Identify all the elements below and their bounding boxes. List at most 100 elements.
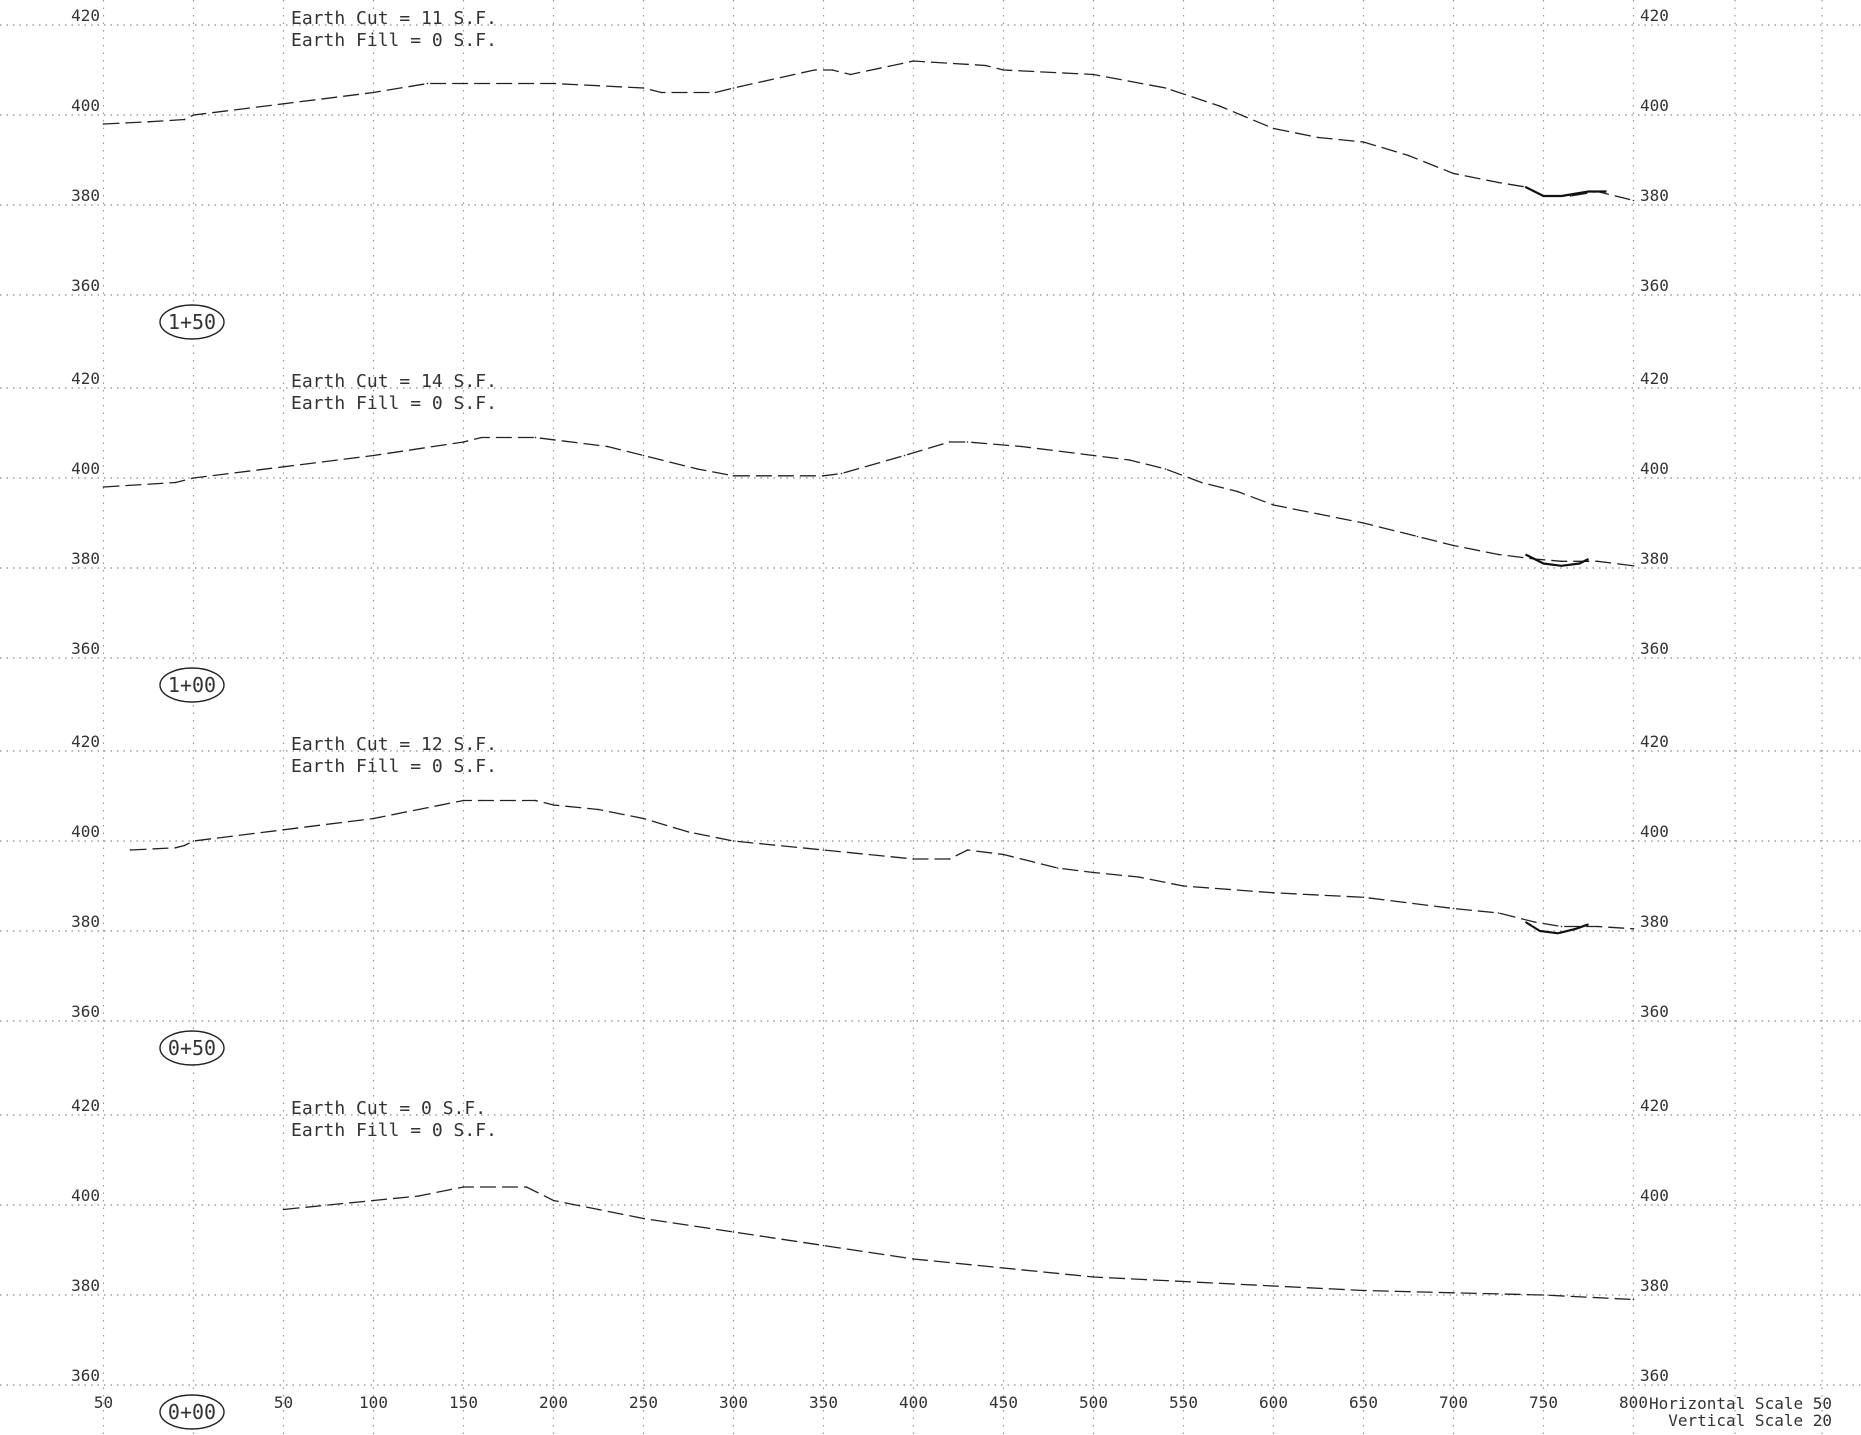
earthwork-annotation: Earth Cut = 11 S.F.	[291, 8, 497, 29]
profile-point	[372, 817, 375, 820]
profile-point	[597, 808, 600, 811]
ground-profile-line	[103, 436, 1634, 567]
profile-point	[174, 847, 177, 849]
elevation-label-left: 420	[71, 6, 100, 25]
profile-point	[984, 64, 987, 67]
elevation-label-left: 360	[71, 1366, 100, 1385]
profile-point	[426, 82, 429, 85]
profile-point	[282, 829, 285, 831]
profile-point	[1236, 490, 1239, 493]
station-text: 1+50	[168, 310, 216, 334]
elevation-label-right: 380	[1640, 1276, 1669, 1295]
profile-point	[183, 844, 186, 847]
profile-point	[1272, 1285, 1275, 1287]
profile-point	[1497, 181, 1500, 184]
profile-point	[840, 472, 843, 475]
elevation-label-right: 400	[1640, 96, 1669, 115]
profile-point	[282, 1208, 285, 1211]
elevation-label-right: 360	[1640, 276, 1669, 295]
elevation-label-right: 400	[1640, 1186, 1669, 1205]
vertical-scale-note: Vertical Scale 20	[1668, 1411, 1832, 1430]
elevation-label-left: 400	[71, 96, 100, 115]
profile-point	[714, 91, 717, 94]
profile-point	[1182, 885, 1185, 887]
x-tick-label: 750	[1529, 1393, 1558, 1412]
station-label: 1+50	[159, 304, 225, 340]
profile-point	[1200, 481, 1203, 484]
profile-point	[732, 475, 735, 477]
elevation-label-right: 380	[1640, 186, 1669, 205]
elevation-label-left: 380	[71, 549, 100, 568]
profile-point	[1407, 154, 1410, 157]
profile-point	[462, 82, 465, 85]
x-tick-label: 350	[809, 1393, 838, 1412]
elevation-label-left: 360	[71, 639, 100, 658]
profile-point	[1632, 1298, 1635, 1301]
elevation-label-left: 380	[71, 186, 100, 205]
profile-point	[102, 123, 105, 125]
profile-point	[1362, 896, 1365, 899]
profile-point	[183, 118, 186, 121]
profile-point	[1092, 73, 1095, 76]
station-oval	[159, 1030, 225, 1066]
earthwork-annotation: Earth Cut = 0 S.F.	[291, 1098, 486, 1119]
elevation-label-left: 360	[71, 276, 100, 295]
profile-point	[147, 121, 150, 123]
profile-point	[849, 73, 852, 76]
profile-point	[903, 454, 906, 457]
elevation-label-left: 420	[71, 369, 100, 388]
x-tick-label: 800	[1619, 1393, 1648, 1412]
horizontal-scale-note: Horizontal Scale 50	[1649, 1394, 1832, 1413]
profile-point	[282, 103, 285, 105]
profile-point	[966, 849, 969, 851]
elevation-label-left: 400	[71, 459, 100, 478]
station-text: 0+50	[168, 1036, 216, 1060]
profile-point	[102, 486, 105, 488]
profile-point	[660, 91, 663, 94]
profile-point	[552, 82, 555, 85]
x-tick-label: 700	[1439, 1393, 1468, 1412]
profile-point	[1497, 553, 1500, 556]
station-text: 1+00	[168, 673, 216, 697]
station-label: 1+00	[159, 667, 225, 703]
elevation-label-right: 380	[1640, 912, 1669, 931]
profile-point	[948, 858, 951, 860]
profile-point	[642, 454, 645, 457]
x-tick-label: 450	[989, 1393, 1018, 1412]
profile-point	[552, 1199, 555, 1202]
profile-point	[1362, 522, 1365, 524]
grid-layer	[102, 0, 1823, 1435]
profile-point	[831, 69, 834, 71]
profile-point	[912, 858, 915, 860]
profile-point	[687, 831, 690, 833]
earthwork-annotation: Earth Fill = 0 S.F.	[291, 30, 497, 51]
x-tick-label: 500	[1079, 1393, 1108, 1412]
profile-point	[822, 475, 825, 477]
profile-point	[1560, 560, 1563, 563]
profile-point	[1560, 925, 1563, 928]
elevation-label-left: 420	[71, 732, 100, 751]
profile-point	[1092, 1276, 1095, 1278]
x-tick-label: 250	[629, 1393, 658, 1412]
profile-point	[1533, 921, 1536, 923]
profile-point	[417, 1195, 420, 1197]
profile-point	[192, 477, 195, 479]
profile-point	[1272, 892, 1275, 894]
profile-point	[534, 436, 537, 439]
section-panel: 420 420 400 400 380 380 360 360 Earth Cut = 11 S…	[0, 6, 1861, 340]
elevation-label-right: 360	[1640, 1366, 1669, 1385]
profile-point	[1272, 504, 1275, 506]
profile-point	[525, 1186, 528, 1188]
ditch-line	[1524, 921, 1589, 935]
station-text: 0+00	[168, 1400, 216, 1424]
x-tick-label: 150	[449, 1393, 478, 1412]
ditch-line	[1525, 553, 1589, 567]
profile-point	[822, 849, 825, 851]
profile-point	[552, 439, 555, 441]
elevation-label-right: 360	[1640, 1002, 1669, 1021]
station-oval	[159, 667, 225, 703]
profile-point	[480, 799, 483, 802]
profile-point	[1596, 560, 1599, 563]
profile-point	[1128, 459, 1131, 461]
